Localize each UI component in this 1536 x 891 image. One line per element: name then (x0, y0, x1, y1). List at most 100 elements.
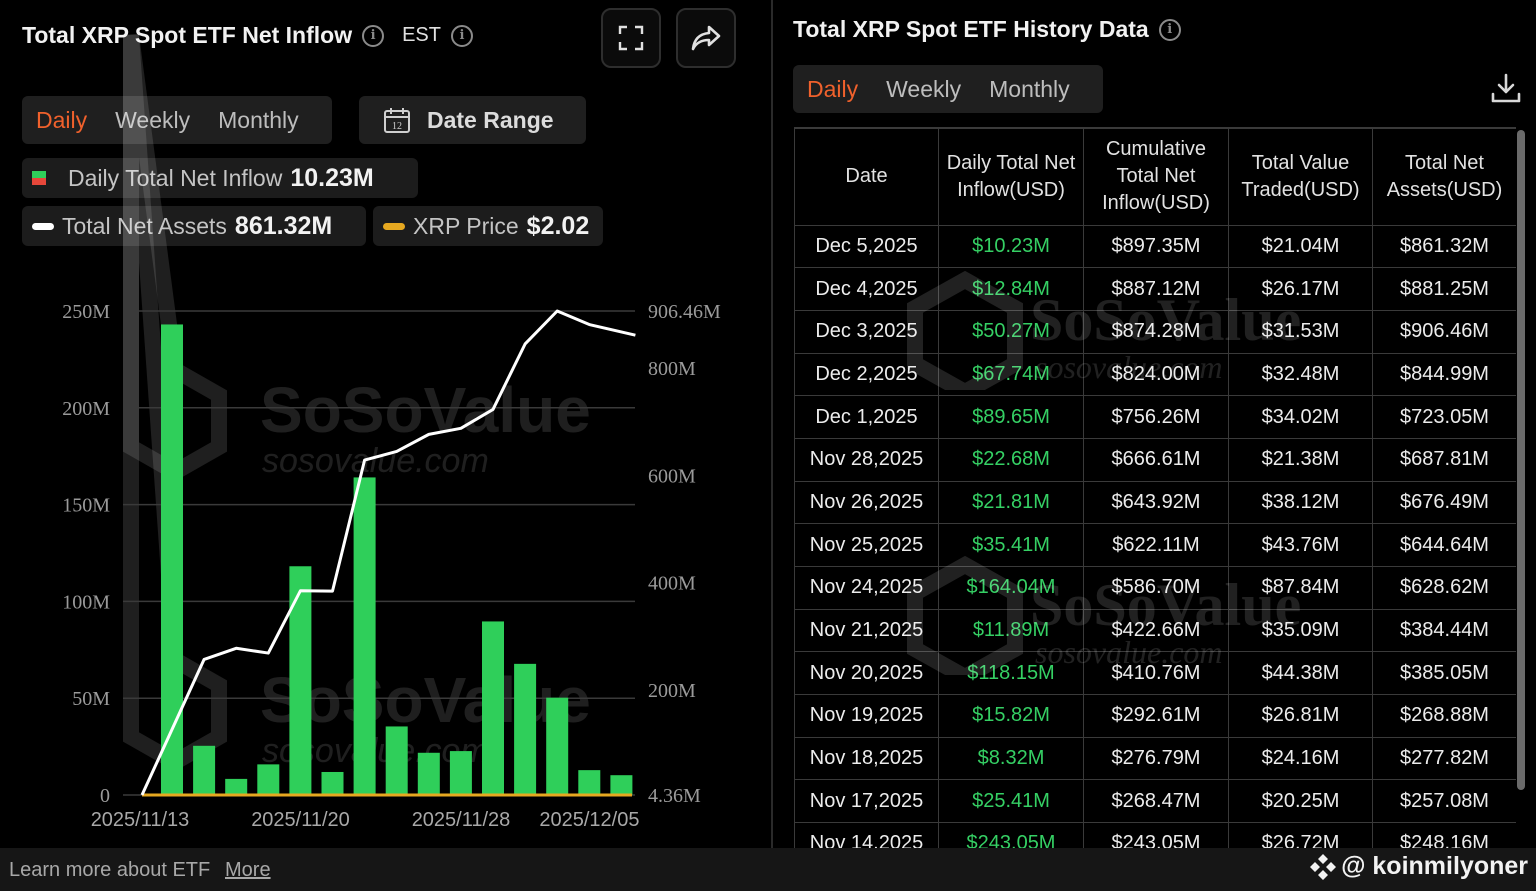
table-cell: $11.89M (938, 608, 1084, 653)
table-cell: $22.68M (938, 437, 1084, 482)
legend-inflow[interactable]: Daily Total Net Inflow 10.23M (22, 158, 418, 198)
timezone-info-icon[interactable]: i (451, 24, 473, 47)
table-row[interactable]: Nov 20,2025 $118.15M $410.76M $44.38M $385.0… (794, 651, 1516, 696)
net-assets-line[interactable] (140, 309, 636, 796)
chart-tab-monthly[interactable]: Monthly (218, 106, 299, 133)
table-cell: Dec 4,2025 (794, 267, 939, 311)
history-tab-weekly[interactable]: Weekly (886, 75, 962, 102)
table-cell: Dec 1,2025 (794, 395, 939, 439)
x-tick-label: 2025/12/05 (539, 809, 639, 831)
inflow-bar[interactable] (353, 477, 376, 795)
table-cell: $26.17M (1228, 267, 1373, 311)
history-period-tabs: Daily Weekly Monthly (793, 65, 1103, 113)
legend-assets-value: 861.32M (234, 211, 333, 240)
inflow-bar[interactable] (514, 663, 537, 795)
table-cell: $292.61M (1083, 694, 1229, 738)
fullscreen-button[interactable] (601, 8, 661, 68)
chart-title: Total XRP Spot ETF Net Inflow (22, 22, 353, 48)
inflow-bar[interactable] (161, 324, 183, 795)
diamond-logo-icon (1310, 853, 1337, 880)
table-cell: $118.15M (938, 651, 1084, 696)
inflow-bar[interactable] (289, 566, 312, 795)
table-row[interactable]: Nov 24,2025 $164.04M $586.70M $87.84M $628.6… (794, 566, 1516, 610)
inflow-bar[interactable] (321, 771, 344, 795)
table-cell: $243.05M (938, 822, 1084, 848)
chart-tab-daily[interactable]: Daily (36, 106, 88, 133)
history-tab-daily[interactable]: Daily (807, 75, 859, 102)
table-row[interactable]: Dec 2,2025 $67.74M $824.00M $32.48M $844.99M (794, 352, 1516, 397)
inflow-bar[interactable] (417, 752, 440, 795)
table-row[interactable]: Dec 1,2025 $89.65M $756.26M $34.02M $723.05M (794, 395, 1516, 439)
table-cell: $643.92M (1083, 480, 1229, 525)
legend-price-label: XRP Price (413, 212, 519, 239)
table-row[interactable]: Nov 25,2025 $35.41M $622.11M $43.76M $644.64… (794, 523, 1516, 567)
table-cell: Nov 25,2025 (794, 523, 939, 567)
timezone-label: EST (402, 24, 441, 46)
table-cell: $756.26M (1083, 395, 1229, 439)
inflow-bar[interactable] (225, 778, 248, 795)
history-data-panel: Total XRP Spot ETF History Data i Daily … (774, 0, 1536, 848)
history-table-container[interactable]: Date Daily Total Net Inflow(USD) Cumulativ… (794, 127, 1516, 848)
table-row[interactable]: Dec 4,2025 $12.84M $887.12M $26.17M $881.25M (794, 267, 1516, 311)
author-handle-text: @ koinmilyoner (1341, 852, 1528, 880)
table-cell: Dec 5,2025 (794, 224, 939, 269)
table-row[interactable]: Dec 5,2025 $10.23M $897.35M $21.04M $861.32M (794, 224, 1516, 269)
table-cell: $26.72M (1228, 822, 1373, 848)
inflow-bar[interactable] (482, 621, 504, 795)
watermark-brand: SoSoValue (260, 374, 591, 446)
chart-title-row: Total XRP Spot ETF Net Inflow i EST i (22, 22, 473, 49)
table-cell: $906.46M (1372, 309, 1516, 354)
y-right-tick-label: 906.46M (648, 301, 721, 323)
table-row[interactable]: Nov 19,2025 $15.82M $292.61M $26.81M $268.88… (794, 694, 1516, 738)
y-left-tick-label: 0 (100, 785, 110, 807)
chart-tab-weekly[interactable]: Weekly (115, 106, 191, 133)
table-scrollbar[interactable] (1517, 130, 1525, 790)
inflow-bar[interactable] (385, 726, 408, 795)
legend-assets[interactable]: Total Net Assets 861.32M (22, 206, 366, 246)
inflow-bar[interactable] (546, 697, 569, 795)
y-left-tick-label: 200M (62, 398, 110, 420)
more-link[interactable]: More (225, 859, 271, 881)
column-header: Date (794, 127, 939, 226)
inflow-bar[interactable] (257, 764, 280, 795)
date-range-button[interactable]: 12 Date Range (359, 96, 586, 144)
table-row[interactable]: Nov 17,2025 $25.41M $268.47M $20.25M $257.08… (794, 779, 1516, 824)
table-cell: $67.74M (938, 352, 1084, 397)
fullscreen-icon (618, 25, 644, 51)
table-cell: $897.35M (1083, 224, 1229, 269)
table-cell: $50.27M (938, 309, 1084, 354)
legend-price[interactable]: XRP Price $2.02 (373, 206, 603, 246)
table-cell: $248.16M (1372, 822, 1516, 848)
inflow-bar[interactable] (610, 775, 633, 795)
inflow-bar[interactable] (449, 751, 472, 795)
table-cell: Nov 17,2025 (794, 779, 939, 824)
table-cell: $44.38M (1228, 651, 1373, 696)
download-button[interactable] (1490, 72, 1522, 109)
table-cell: $410.76M (1083, 651, 1229, 696)
history-table: Date Daily Total Net Inflow(USD) Cumulativ… (794, 127, 1516, 848)
table-row[interactable]: Dec 3,2025 $50.27M $874.28M $31.53M $906.46M (794, 309, 1516, 354)
inflow-bar[interactable] (578, 770, 601, 795)
table-row[interactable]: Nov 28,2025 $22.68M $666.61M $21.38M $687.81… (794, 437, 1516, 482)
history-tab-monthly[interactable]: Monthly (989, 75, 1070, 102)
table-cell: $257.08M (1372, 779, 1516, 824)
inflow-bar[interactable] (193, 745, 216, 795)
share-button[interactable] (676, 8, 736, 68)
table-cell: $268.47M (1083, 779, 1229, 824)
table-row[interactable]: Nov 26,2025 $21.81M $643.92M $38.12M $676.49… (794, 480, 1516, 525)
table-cell: $43.76M (1228, 523, 1373, 567)
table-cell: $35.41M (938, 523, 1084, 567)
y-right-tick-label: 800M (648, 358, 696, 380)
table-cell: $874.28M (1083, 309, 1229, 354)
date-range-label: Date Range (427, 106, 554, 133)
table-row[interactable]: Nov 14,2025 $243.05M $243.05M $26.72M $248.1… (794, 822, 1516, 848)
history-info-icon[interactable]: i (1158, 18, 1181, 41)
table-cell: $687.81M (1372, 437, 1516, 482)
inflow-chart[interactable]: SoSoValuesosovalue.comSoSoValuesosovalue… (0, 0, 772, 848)
table-cell: $12.84M (938, 267, 1084, 311)
table-row[interactable]: Nov 21,2025 $11.89M $422.66M $35.09M $384.44… (794, 608, 1516, 653)
info-icon[interactable]: i (362, 24, 385, 47)
table-cell: Nov 18,2025 (794, 736, 939, 781)
table-cell: $32.48M (1228, 352, 1373, 397)
table-row[interactable]: Nov 18,2025 $8.32M $276.79M $24.16M $277.82M (794, 736, 1516, 781)
